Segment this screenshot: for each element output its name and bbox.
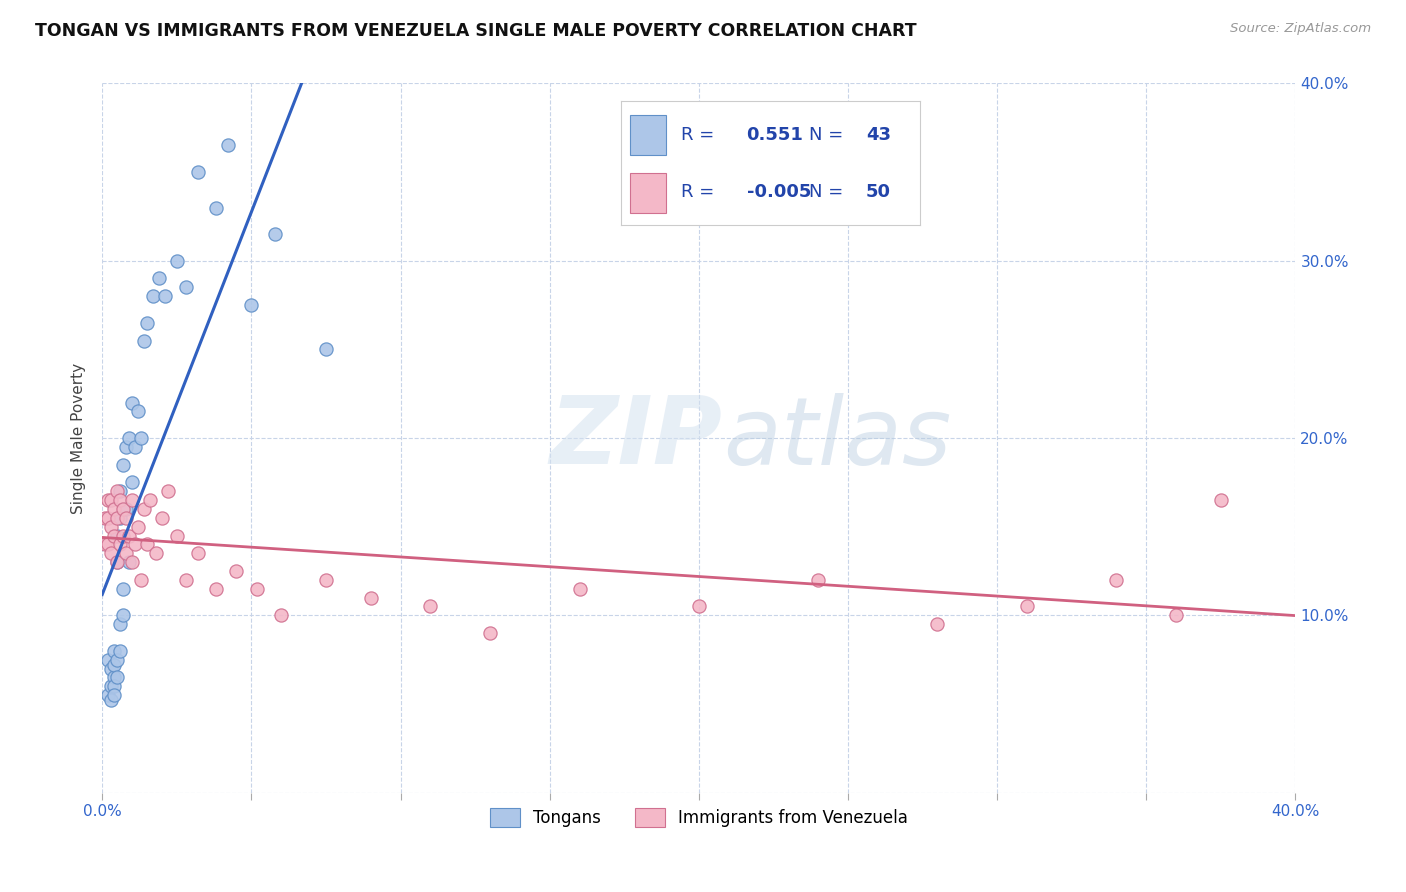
Point — [174, 573, 197, 587]
Point — [112, 608, 135, 623]
Point — [115, 546, 138, 560]
Point — [153, 289, 176, 303]
Point — [97, 653, 120, 667]
Point — [132, 502, 155, 516]
Point — [118, 528, 141, 542]
Point — [112, 458, 135, 472]
Point — [807, 573, 830, 587]
Point — [115, 502, 138, 516]
Point — [100, 661, 122, 675]
Point — [129, 431, 152, 445]
Point — [225, 564, 247, 578]
Point — [124, 440, 146, 454]
Point — [121, 493, 143, 508]
Point — [166, 253, 188, 268]
Text: atlas: atlas — [723, 392, 950, 483]
Point — [97, 493, 120, 508]
Point — [118, 431, 141, 445]
Point — [315, 343, 337, 357]
Point — [132, 334, 155, 348]
Point — [187, 546, 209, 560]
Point — [127, 404, 149, 418]
Point — [127, 519, 149, 533]
Text: TONGAN VS IMMIGRANTS FROM VENEZUELA SINGLE MALE POVERTY CORRELATION CHART: TONGAN VS IMMIGRANTS FROM VENEZUELA SING… — [35, 22, 917, 40]
Point — [97, 688, 120, 702]
Point — [217, 138, 239, 153]
Point — [112, 528, 135, 542]
Point — [115, 440, 138, 454]
Point — [112, 582, 135, 596]
Y-axis label: Single Male Poverty: Single Male Poverty — [72, 362, 86, 514]
Point — [129, 573, 152, 587]
Point — [174, 280, 197, 294]
Point — [156, 484, 179, 499]
Point — [187, 165, 209, 179]
Point — [103, 670, 125, 684]
Point — [105, 555, 128, 569]
Point — [94, 537, 117, 551]
Point — [419, 599, 441, 614]
Point — [103, 528, 125, 542]
Point — [927, 617, 949, 632]
Point — [1166, 608, 1188, 623]
Point — [1209, 493, 1232, 508]
Point — [108, 493, 131, 508]
Point — [124, 537, 146, 551]
Point — [270, 608, 292, 623]
Point — [97, 511, 120, 525]
Point — [1015, 599, 1038, 614]
Point — [204, 582, 226, 596]
Point — [568, 582, 591, 596]
Point — [145, 546, 167, 560]
Point — [108, 537, 131, 551]
Point — [100, 519, 122, 533]
Text: ZIP: ZIP — [550, 392, 723, 484]
Point — [121, 555, 143, 569]
Point — [142, 289, 165, 303]
Point — [121, 475, 143, 490]
Point — [148, 271, 170, 285]
Point — [136, 537, 159, 551]
Point — [105, 653, 128, 667]
Point — [112, 502, 135, 516]
Point — [105, 555, 128, 569]
Point — [246, 582, 269, 596]
Point — [103, 644, 125, 658]
Point — [688, 599, 710, 614]
Point — [360, 591, 382, 605]
Point — [166, 528, 188, 542]
Point — [103, 679, 125, 693]
Point — [103, 502, 125, 516]
Text: Source: ZipAtlas.com: Source: ZipAtlas.com — [1230, 22, 1371, 36]
Point — [240, 298, 263, 312]
Point — [108, 644, 131, 658]
Point — [100, 679, 122, 693]
Point — [479, 626, 502, 640]
Legend: Tongans, Immigrants from Venezuela: Tongans, Immigrants from Venezuela — [484, 801, 914, 834]
Point — [103, 688, 125, 702]
Point — [94, 511, 117, 525]
Point — [1105, 573, 1128, 587]
Point — [315, 573, 337, 587]
Point — [100, 693, 122, 707]
Point — [139, 493, 162, 508]
Point — [103, 658, 125, 673]
Point — [105, 670, 128, 684]
Point — [118, 555, 141, 569]
Point — [105, 528, 128, 542]
Point — [108, 617, 131, 632]
Point — [121, 395, 143, 409]
Point — [204, 201, 226, 215]
Point — [136, 316, 159, 330]
Point — [150, 511, 173, 525]
Point — [105, 511, 128, 525]
Point — [115, 511, 138, 525]
Point — [100, 493, 122, 508]
Point — [105, 484, 128, 499]
Point — [108, 484, 131, 499]
Point — [264, 227, 287, 241]
Point — [108, 511, 131, 525]
Point — [97, 537, 120, 551]
Point — [100, 546, 122, 560]
